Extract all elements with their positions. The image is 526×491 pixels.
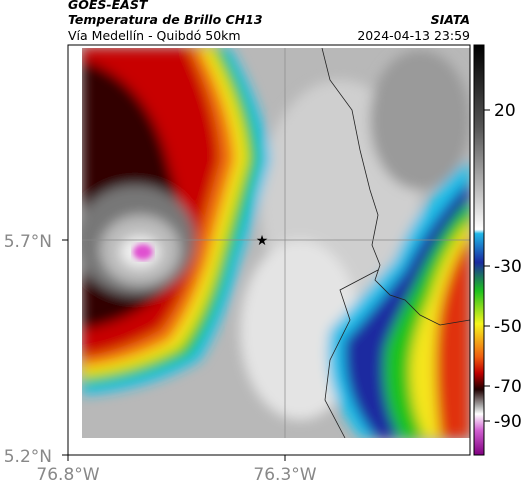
colorbar-label: -70 (494, 377, 522, 397)
colorbar-label: -50 (494, 317, 522, 337)
lat-label: 5.7°N (4, 232, 52, 252)
colorbar-ticks: 20 -30 -50 -70 -90 (484, 101, 522, 432)
subtitle: Vía Medellín - Quibdó 50km (68, 28, 241, 43)
title: Temperatura de Brillo CH13 (68, 12, 263, 27)
lat-label: 5.2°N (4, 447, 52, 467)
axes: 5.7°N 5.2°N 76.8°W 76.3°W (4, 232, 317, 485)
colorbar-label: -90 (494, 412, 522, 432)
colorbar (473, 44, 485, 456)
colorbar-label: -30 (494, 257, 522, 277)
source: GOES-EAST (68, 0, 149, 12)
svg-text:★: ★ (256, 233, 269, 249)
colorbar-label: 20 (494, 101, 516, 121)
datetime: 2024-04-13 23:59 (357, 28, 470, 43)
lon-label: 76.8°W (36, 465, 99, 485)
agency: SIATA (431, 12, 470, 27)
satellite-image: ★ (82, 48, 470, 438)
lon-label: 76.3°W (253, 465, 316, 485)
map-frame (67, 44, 471, 456)
